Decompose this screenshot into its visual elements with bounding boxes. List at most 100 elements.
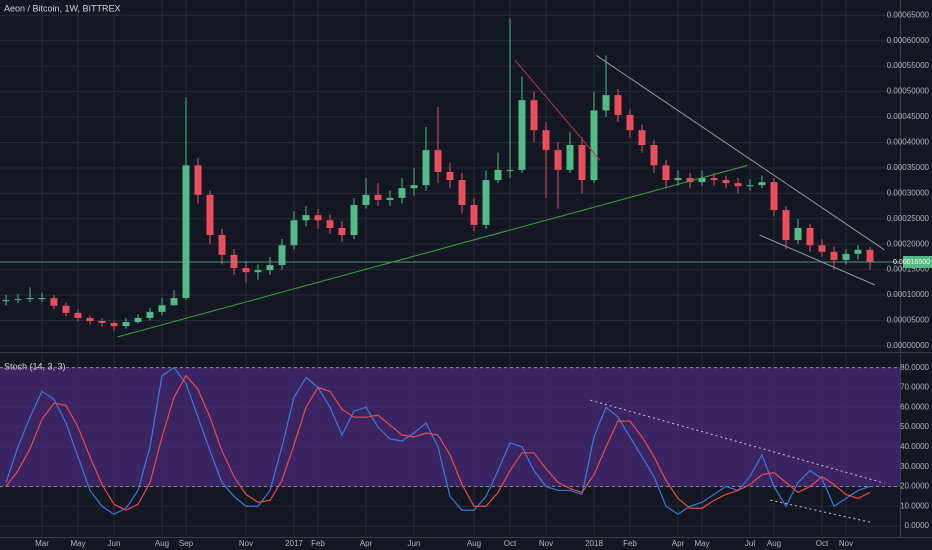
y-tick-label: 0.0000 — [905, 521, 930, 530]
candle-body — [650, 144, 658, 166]
x-tick-label: Nov — [839, 539, 853, 548]
candle-body — [230, 254, 238, 269]
stoch-line — [5, 366, 871, 515]
trend-line — [590, 399, 885, 484]
y-tick-label: 30.0000 — [900, 462, 929, 471]
candle-body — [38, 298, 46, 300]
candle-body — [554, 150, 562, 170]
candle-body — [2, 300, 10, 302]
x-tick-label: 2018 — [585, 539, 603, 548]
candle-body — [314, 215, 322, 221]
candle-body — [410, 185, 418, 189]
candle-body — [602, 95, 610, 111]
candle-body — [770, 182, 778, 211]
candle-body — [194, 165, 202, 195]
candle-body — [182, 165, 190, 299]
candle-body — [398, 188, 406, 198]
candle-body — [110, 323, 118, 327]
trend-line — [770, 499, 871, 523]
candle-body — [218, 235, 226, 255]
x-tick-label: Aug — [467, 539, 481, 548]
candle-body — [578, 144, 586, 181]
trend-line — [117, 164, 748, 338]
y-tick-label: 0.00035000 — [887, 163, 930, 172]
y-tick-label: 0.00015000 — [887, 265, 930, 274]
candle-body — [530, 100, 538, 131]
trend-line — [759, 234, 875, 286]
pane-title: Aeon / Bitcoin, 1W, BITTREX — [4, 3, 121, 13]
candle-body — [542, 130, 550, 151]
candle-body — [698, 178, 706, 183]
candle-body — [278, 245, 286, 266]
y-tick-label: 0.00065000 — [887, 10, 930, 19]
candle-body — [782, 210, 790, 241]
candle-body — [638, 130, 646, 145]
stoch-band — [0, 367, 900, 487]
x-tick-label: Feb — [623, 539, 637, 548]
y-tick-label: 0.00045000 — [887, 112, 930, 121]
y-tick-label: 70.0000 — [900, 383, 929, 392]
candle-body — [758, 182, 766, 186]
y-tick-label: 20.0000 — [900, 482, 929, 491]
x-tick-label: Mar — [35, 539, 49, 548]
last-price-label: 0.00016500 — [893, 259, 930, 266]
x-tick-label: Nov — [539, 539, 553, 548]
y-tick-label: 0.00055000 — [887, 61, 930, 70]
candle-body — [290, 220, 298, 246]
candle-body — [470, 205, 478, 225]
candle-body — [746, 185, 754, 187]
candle-body — [662, 165, 670, 181]
candle-body — [794, 227, 802, 241]
candle-body — [134, 317, 142, 323]
candle-body — [854, 249, 862, 254]
candle-body — [374, 194, 382, 200]
y-tick-label: 0.00010000 — [887, 290, 930, 299]
y-tick-label: 0.00030000 — [887, 188, 930, 197]
trend-line — [596, 55, 885, 251]
candle-body — [458, 180, 466, 206]
candle-body — [590, 110, 598, 181]
candle-body — [626, 114, 634, 131]
candle-body — [98, 321, 106, 324]
x-tick-label: Jul — [745, 539, 755, 548]
x-tick-label: Oct — [504, 539, 517, 548]
x-tick-label: May — [694, 539, 709, 548]
x-tick-label: Feb — [311, 539, 325, 548]
candle-body — [254, 270, 262, 273]
candle-body — [566, 144, 574, 170]
candle-body — [518, 100, 526, 170]
y-tick-label: 80.0000 — [900, 363, 929, 372]
candle-body — [86, 317, 94, 322]
y-tick-label: 50.0000 — [900, 422, 929, 431]
candle-body — [482, 180, 490, 225]
candle-body — [362, 194, 370, 206]
y-tick-label: 0.00000000 — [887, 341, 930, 350]
candle-body — [14, 299, 22, 301]
candle-body — [266, 265, 274, 271]
candle-body — [158, 305, 166, 312]
y-tick-label: 0.00005000 — [887, 316, 930, 325]
candle-body — [386, 197, 394, 200]
x-tick-label: Aug — [155, 539, 169, 548]
x-tick-label: Apr — [360, 539, 373, 548]
x-tick-label: Jun — [408, 539, 421, 548]
stoch-line — [5, 374, 871, 511]
candle-body — [326, 220, 334, 228]
candle-body — [434, 150, 442, 172]
y-tick-label: 0.00050000 — [887, 87, 930, 96]
x-tick-label: Jun — [108, 539, 121, 548]
y-tick-label: 60.0000 — [900, 402, 929, 411]
candle-body — [842, 253, 850, 260]
candle-body — [866, 249, 874, 262]
candle-body — [494, 169, 502, 181]
candle-body — [818, 245, 826, 252]
x-tick-label: Oct — [816, 539, 829, 548]
y-tick-label: 0.00020000 — [887, 239, 930, 248]
candle-body — [62, 305, 70, 313]
candle-body — [74, 312, 82, 318]
candle-body — [26, 298, 34, 300]
y-tick-label: 0.00040000 — [887, 138, 930, 147]
x-tick-label: Apr — [672, 539, 685, 548]
candle-body — [710, 178, 718, 181]
